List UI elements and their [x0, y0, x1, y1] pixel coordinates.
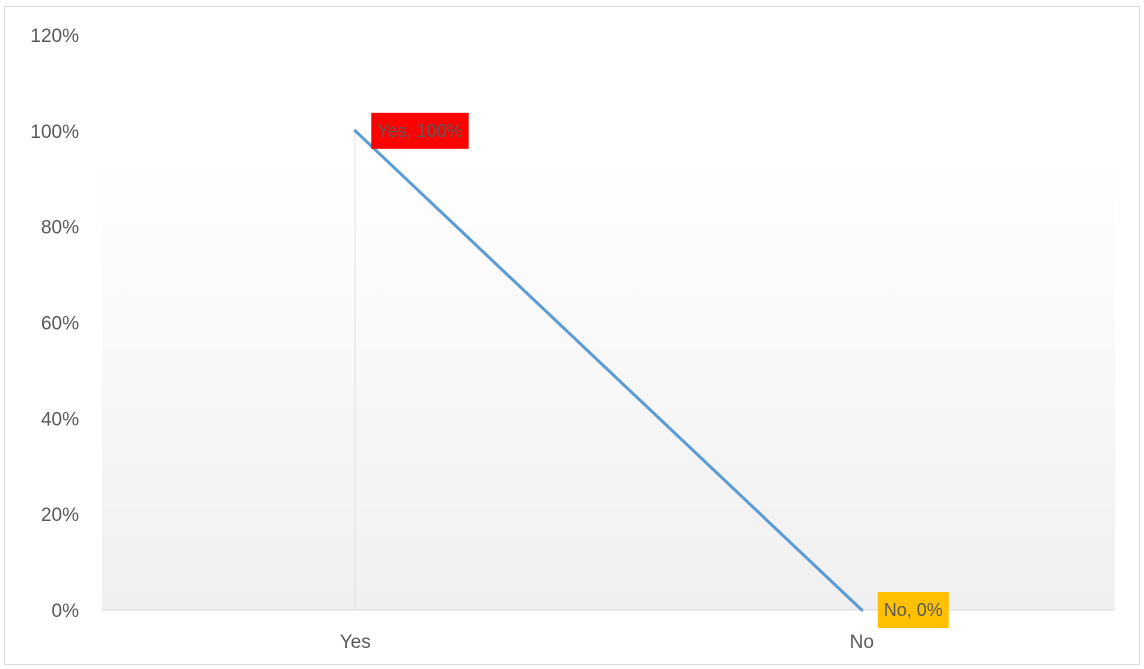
- y-tick-label: 0%: [52, 601, 80, 622]
- x-tick-label: Yes: [340, 632, 371, 653]
- y-tick-label: 20%: [41, 505, 79, 526]
- data-label-background: [877, 592, 949, 628]
- y-tick-label: 80%: [41, 218, 79, 239]
- plot-area: [102, 155, 1115, 610]
- data-label: Yes, 100%: [371, 112, 469, 149]
- data-label: No, 0%: [877, 592, 949, 628]
- y-tick-label: 40%: [41, 409, 79, 430]
- y-tick-label: 60%: [41, 314, 79, 335]
- data-point: [353, 129, 357, 133]
- series-line: [353, 129, 864, 612]
- data-point: [860, 608, 864, 612]
- y-tick-label: 100%: [30, 122, 79, 143]
- data-label-text: Yes, 100%: [377, 121, 462, 141]
- x-tick-label: No: [850, 632, 874, 653]
- y-tick-label: 120%: [30, 26, 79, 47]
- data-label-text: No, 0%: [884, 600, 943, 620]
- data-label-background: [371, 112, 469, 149]
